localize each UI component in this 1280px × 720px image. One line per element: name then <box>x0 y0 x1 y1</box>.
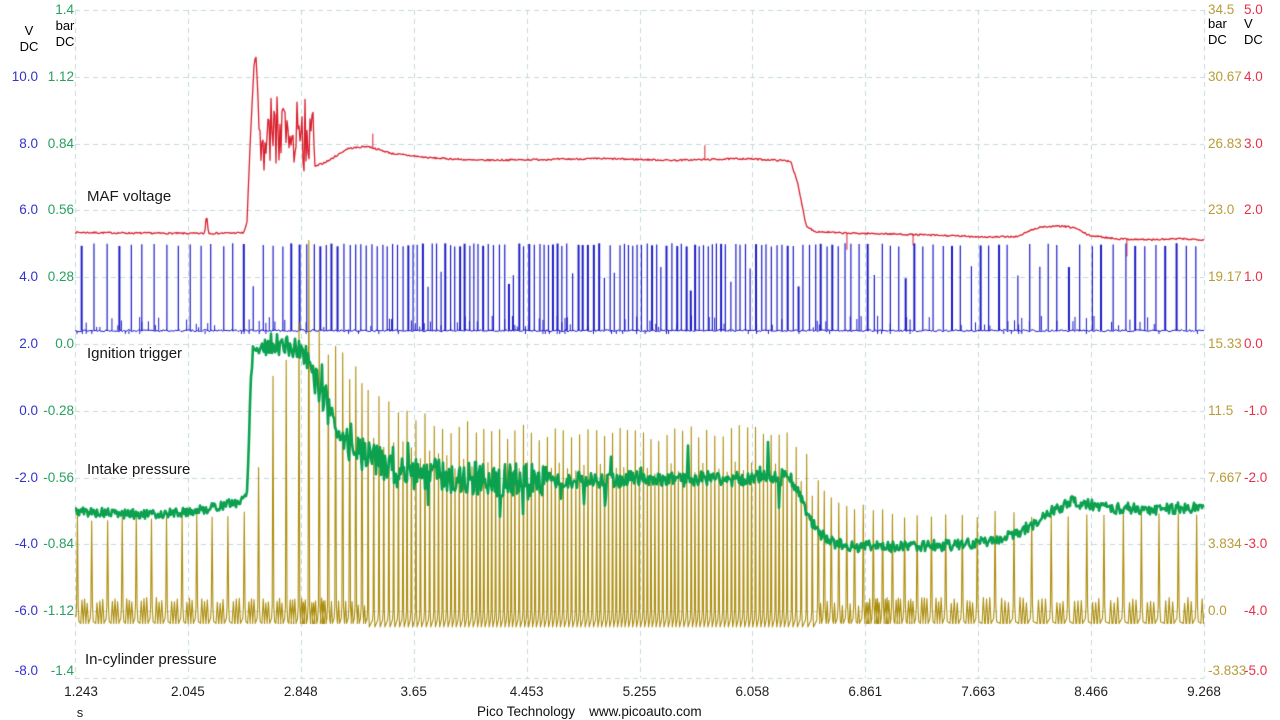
right_voltage-tick-label: -2.0 <box>1244 469 1268 485</box>
left_pressure-tick-label: 0.28 <box>47 269 74 285</box>
x-axis-tick-label: 5.255 <box>622 684 657 699</box>
left-pressure-axis-header: bar DC <box>50 18 80 50</box>
right_voltage-tick-label: 2.0 <box>1244 202 1263 218</box>
left-voltage-axis-header: V DC <box>14 23 44 55</box>
footer-branding: Pico Technology www.picoauto.com <box>477 704 702 719</box>
x-axis-tick-label: 8.466 <box>1074 684 1108 699</box>
footer-brand-text: Pico Technology <box>477 704 576 719</box>
left_pressure-tick-label: 0.84 <box>47 135 74 151</box>
axis-unit-label: bar <box>55 18 75 33</box>
left_pressure-tick-label: -0.28 <box>43 402 74 418</box>
right_pressure-tick-label: 3.834 <box>1208 536 1242 552</box>
right_voltage-tick-label: -5.0 <box>1244 663 1268 678</box>
axis-coupling-label: DC <box>1244 32 1263 47</box>
trace-label-maf-voltage: MAF voltage <box>87 188 172 205</box>
left_voltage-tick-label: -2.0 <box>14 469 38 485</box>
left_pressure-tick-label: -1.4 <box>50 663 74 678</box>
axis-unit-label: V <box>1244 16 1253 31</box>
x-axis-tick-label: 4.453 <box>509 684 544 699</box>
right_voltage-tick-label: 3.0 <box>1244 135 1263 151</box>
right_pressure-tick-label: 19.17 <box>1208 269 1242 285</box>
left_voltage-tick-label: -4.0 <box>14 536 38 552</box>
left_voltage-tick-label: 6.0 <box>19 202 38 218</box>
trace-label-intake-pressure: Intake pressure <box>87 461 191 478</box>
right_voltage-tick-label: -1.0 <box>1244 402 1268 418</box>
right_pressure-tick-label: 15.33 <box>1208 336 1242 351</box>
right_pressure-tick-label: 7.667 <box>1208 469 1242 485</box>
right_pressure-tick-label: 26.83 <box>1208 135 1242 151</box>
right_pressure-tick-label: 23.0 <box>1208 202 1235 218</box>
trace-label-ignition-trigger: Ignition trigger <box>87 345 183 362</box>
right-pressure-axis-header: bar DC <box>1208 16 1242 48</box>
left_voltage-tick-label: 8.0 <box>19 135 38 151</box>
right_voltage-tick-label: -3.0 <box>1244 536 1268 552</box>
left_voltage-tick-label: -8.0 <box>14 663 38 678</box>
right_voltage-tick-label: -4.0 <box>1244 603 1268 619</box>
x-axis-tick-label: 1.243 <box>64 684 98 699</box>
left_pressure-tick-label: -1.12 <box>43 603 74 619</box>
axis-unit-label: V <box>24 23 34 38</box>
x-axis-tick-label: 7.663 <box>961 684 996 699</box>
right-voltage-axis-header: V DC <box>1244 16 1274 48</box>
axis-coupling-label: DC <box>1208 32 1227 47</box>
left_voltage-tick-label: 2.0 <box>19 336 38 351</box>
right_voltage-tick-label: 0.0 <box>1244 336 1263 351</box>
left_pressure-tick-label: -0.56 <box>43 469 74 485</box>
axis-coupling-label: DC <box>19 39 39 54</box>
x-axis-unit-label: s <box>76 705 84 720</box>
right_voltage-tick-label: 1.0 <box>1244 269 1263 285</box>
x-axis-tick-label: 9.268 <box>1187 684 1221 699</box>
trace-label-cylinder-pressure: In-cylinder pressure <box>85 651 217 668</box>
left_pressure-tick-label: 1.12 <box>47 68 74 84</box>
footer-url-link[interactable]: www.picoauto.com <box>589 704 702 719</box>
right_pressure-tick-label: 30.67 <box>1208 68 1242 84</box>
right_pressure-tick-label: -3.833 <box>1208 663 1247 678</box>
left_voltage-tick-label: -6.0 <box>14 603 38 619</box>
x-axis-tick-label: 2.848 <box>283 684 318 699</box>
x-axis-tick-label: 6.861 <box>848 684 883 699</box>
right_voltage-tick-label: 4.0 <box>1244 68 1263 84</box>
x-axis-tick-label: 6.058 <box>735 684 770 699</box>
right_pressure-tick-label: 11.5 <box>1208 402 1234 418</box>
axis-unit-label: bar <box>1208 16 1227 31</box>
left_pressure-tick-label: 0.0 <box>55 336 74 351</box>
left_pressure-tick-label: 0.56 <box>47 202 74 218</box>
left_voltage-tick-label: 4.0 <box>19 269 38 285</box>
right_pressure-tick-label: 0.0 <box>1208 603 1227 619</box>
right_voltage-tick-label: 5.0 <box>1244 2 1263 17</box>
x-axis-tick-label: 3.65 <box>400 684 427 699</box>
x-axis-tick-label: 2.045 <box>170 684 205 699</box>
axis-coupling-label: DC <box>55 34 75 49</box>
left_pressure-tick-label: -0.84 <box>43 536 74 552</box>
left_pressure-tick-label: 1.4 <box>55 2 74 17</box>
left_voltage-tick-label: 0.0 <box>19 402 38 418</box>
right_pressure-tick-label: 34.5 <box>1208 2 1235 17</box>
left_voltage-tick-label: 10.0 <box>11 68 38 84</box>
